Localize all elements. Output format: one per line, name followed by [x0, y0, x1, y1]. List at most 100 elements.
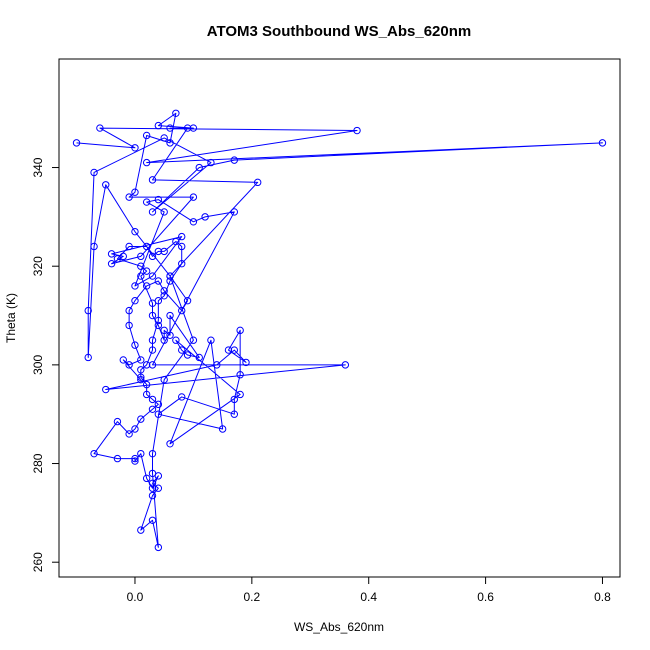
data-point: [148, 252, 157, 261]
x-tick-label: 0.6: [477, 590, 494, 604]
data-point: [218, 425, 227, 433]
data-point: [189, 193, 198, 201]
data-point: [207, 158, 215, 167]
data-point: [137, 415, 145, 423]
data-point: [113, 454, 122, 463]
data-point: [148, 346, 157, 354]
data-point: [119, 356, 127, 364]
data-point: [137, 449, 145, 458]
data-point: [113, 255, 122, 263]
data-point: [172, 237, 180, 246]
data-point: [160, 208, 168, 216]
data-point: [90, 242, 98, 251]
x-axis: 0.0 0.2 0.4 0.6 0.8: [127, 577, 611, 604]
data-point: [148, 208, 157, 216]
y-axis-label: Theta (K): [4, 293, 18, 343]
data-point: [195, 353, 203, 362]
y-tick-label: 340: [31, 157, 45, 177]
data-point: [178, 346, 186, 354]
data-point: [236, 326, 244, 335]
data-point: [598, 139, 607, 147]
data-point: [102, 181, 110, 189]
data-point: [183, 297, 192, 305]
data-point: [131, 227, 139, 236]
data-point: [125, 306, 133, 315]
data-point: [142, 131, 151, 140]
y-tick-label: 320: [31, 256, 45, 276]
data-point: [107, 250, 116, 258]
data-point: [84, 353, 92, 362]
data-point: [230, 156, 239, 164]
data-point: [137, 252, 145, 261]
x-tick-label: 0.0: [127, 590, 144, 604]
data-point: [137, 375, 145, 384]
data-point: [137, 262, 145, 270]
data-point: [142, 158, 151, 167]
data-point: [172, 109, 180, 117]
data-point: [178, 232, 186, 241]
data-point: [131, 425, 139, 433]
data-point: [253, 178, 262, 187]
data-point: [107, 260, 116, 268]
data-point: [178, 260, 186, 268]
data-point: [230, 410, 239, 418]
data-point: [154, 297, 163, 305]
data-point: [148, 479, 157, 487]
data-point: [148, 491, 157, 500]
data-point: [90, 168, 98, 177]
data-point: [178, 306, 186, 315]
data-point: [178, 242, 186, 251]
data-point: [125, 430, 133, 438]
data-point: [84, 306, 92, 315]
data-point: [148, 449, 157, 458]
data-point: [148, 311, 157, 320]
data-point: [148, 176, 157, 184]
data-point: [166, 124, 174, 132]
data-point: [242, 358, 250, 367]
data-point: [137, 272, 145, 280]
data-point: [154, 400, 163, 409]
data-point: [160, 292, 168, 300]
chart-title: ATOM3 Southbound WS_Abs_620nm: [207, 23, 471, 40]
data-point: [160, 336, 168, 344]
data-point: [148, 516, 157, 524]
data-point: [236, 371, 244, 379]
data-point: [154, 195, 163, 204]
data-point: [148, 361, 157, 369]
data-point: [142, 198, 151, 206]
data-point: [125, 321, 133, 330]
y-tick-label: 260: [31, 552, 45, 572]
x-axis-label: WS_Abs_620nm: [294, 620, 384, 634]
data-point: [131, 341, 139, 349]
data-point: [353, 126, 361, 135]
data-point: [142, 267, 151, 275]
data-point: [189, 218, 198, 226]
series-layer: [72, 109, 607, 552]
data-point: [166, 440, 174, 448]
data-point: [137, 373, 145, 381]
data-point: [160, 326, 168, 335]
series-line: [76, 112, 603, 548]
data-point: [137, 366, 145, 374]
data-point: [166, 139, 174, 147]
data-point: [131, 457, 139, 465]
data-point: [189, 124, 198, 132]
data-point: [113, 417, 122, 426]
y-axis: 260 280 300 320 340: [31, 157, 59, 572]
data-point: [142, 361, 151, 369]
data-point: [207, 336, 215, 344]
data-point: [178, 393, 186, 401]
data-point: [90, 449, 98, 458]
data-point: [131, 144, 139, 152]
data-point: [154, 316, 163, 325]
data-point: [166, 311, 174, 320]
data-point: [160, 375, 168, 384]
data-point: [72, 139, 81, 147]
data-point: [131, 454, 139, 463]
data-point: [166, 331, 174, 339]
data-point: [160, 287, 168, 295]
data-point: [166, 277, 174, 285]
data-point: [96, 124, 104, 132]
data-point: [125, 361, 133, 369]
